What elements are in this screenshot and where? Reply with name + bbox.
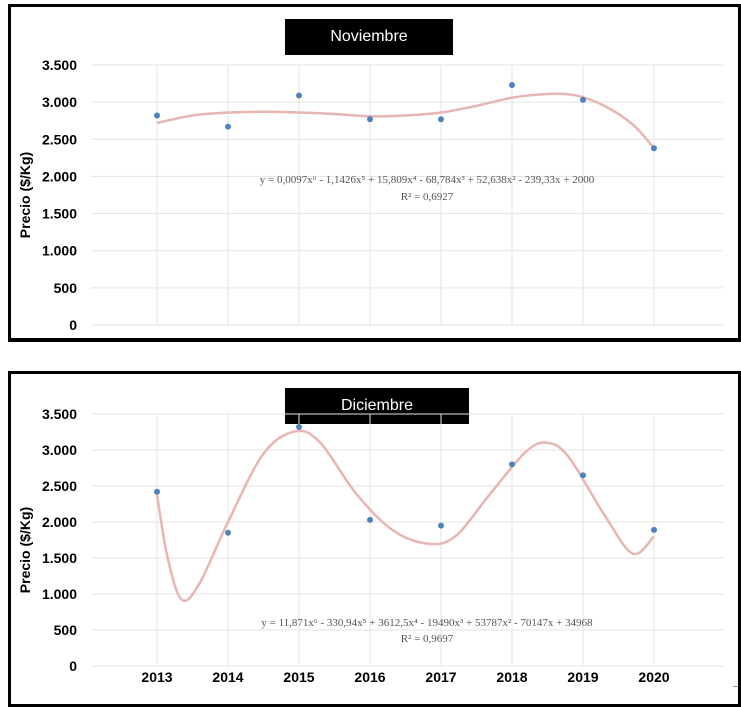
x-tick-label: 2018 (496, 669, 527, 685)
chart-panel-noviembre: Noviembre Precio ($/Kg) 3.500 3.000 2.500 2… (8, 4, 741, 342)
data-point (367, 516, 373, 523)
chart-plot-noviembre: 3.500 3.000 2.500 2.000 1.500 1.000 500 0 y = 0,… (42, 57, 723, 333)
y-tick-label: 1.000 (42, 586, 77, 602)
y-tick-label: 3.500 (42, 406, 77, 422)
chart-title: Diciembre (285, 388, 469, 424)
y-tick-label: 1.000 (42, 243, 77, 259)
data-point (367, 116, 373, 123)
y-tick-label: 1.500 (42, 206, 77, 222)
chart-title: Noviembre (285, 19, 453, 55)
data-point (296, 423, 302, 430)
data-point (154, 112, 160, 119)
y-tick-label: 3.000 (42, 94, 77, 110)
x-tick-label: 2016 (354, 669, 385, 685)
data-point (509, 461, 515, 468)
y-tick-label: 0 (69, 658, 77, 674)
data-point (296, 92, 302, 99)
y-tick-label: 2.500 (42, 478, 77, 494)
x-tick-label: 2017 (425, 669, 456, 685)
y-tick-label: 3.000 (42, 442, 77, 458)
trendline-equation: y = 0,0097x⁶ - 1,1426x⁵ + 15,809x⁴ - 68,… (260, 174, 595, 186)
y-tick-label: 0 (69, 317, 77, 333)
data-point (509, 82, 515, 89)
data-point (225, 123, 231, 130)
data-point (438, 522, 444, 529)
trendline-equation: y = 11,871x⁶ - 330,94x⁵ + 3612,5x⁴ - 194… (261, 617, 593, 629)
y-tick-label: 500 (54, 280, 78, 296)
chart-plot-diciembre: 3.500 3.000 2.500 2.000 1.500 1.000 500 0 2013 20… (42, 406, 723, 685)
x-tick-label: 2019 (567, 669, 598, 685)
x-tick-label: 2020 (638, 669, 669, 685)
trendline-r2: R² = 0,6927 (401, 191, 454, 203)
y-tick-label: 2.500 (42, 131, 77, 147)
data-point (438, 116, 444, 123)
y-tick-label: 2.000 (42, 168, 77, 184)
y-tick-label: 3.500 (42, 57, 77, 73)
data-point (154, 488, 160, 495)
trendline-r2: R² = 0,9697 (401, 633, 454, 645)
data-point (580, 472, 586, 479)
data-point (651, 526, 657, 533)
data-point (580, 96, 586, 103)
y-tick-label: 2.000 (42, 514, 77, 530)
corner-mark (733, 686, 738, 687)
x-tick-label: 2013 (141, 669, 172, 685)
y-tick-label: 1.500 (42, 550, 77, 566)
data-point (651, 145, 657, 152)
data-point (225, 529, 231, 536)
x-tick-label: 2015 (283, 669, 314, 685)
chart-panel-diciembre: Diciembre Precio ($/Kg) 3.500 3.000 2.500 2… (8, 371, 741, 707)
x-tick-label: 2014 (212, 669, 243, 685)
y-tick-label: 500 (54, 622, 78, 638)
trendline (156, 92, 655, 150)
trendline (155, 429, 655, 603)
